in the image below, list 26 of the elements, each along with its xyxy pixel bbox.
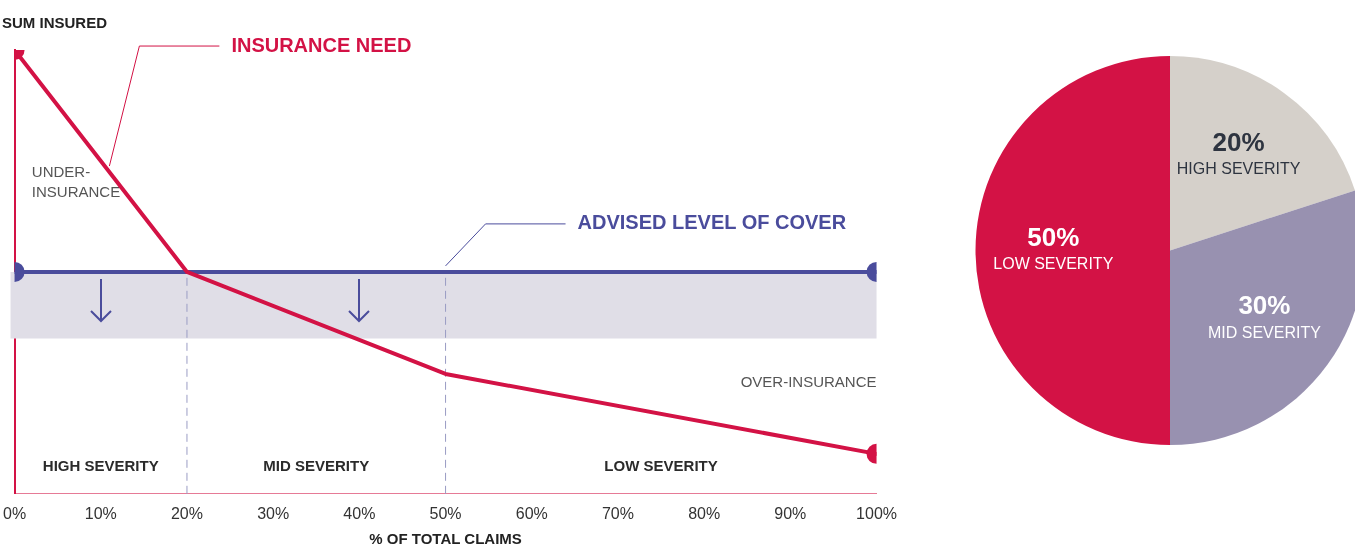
x-tick-label: 100% (856, 504, 897, 522)
y-axis-title: SUM INSURED (2, 13, 108, 31)
data-label: 30% (1238, 290, 1291, 321)
slice-label: MID SEVERITY (1207, 323, 1322, 341)
annotation: MID SEVERITY (263, 457, 370, 475)
x-tick-label: 90% (774, 504, 807, 522)
text: INSURANCE NEED (231, 33, 412, 56)
x-tick-label: 20% (170, 504, 203, 522)
x-tick-label: 70% (601, 504, 634, 522)
x-tick-label: 0% (3, 504, 27, 522)
annotation: LOW SEVERITY (604, 457, 718, 475)
x-axis-title: % OF TOTAL CLAIMS (369, 530, 522, 548)
x-tick-label: 40% (343, 504, 376, 522)
annotation: HIGH SEVERITY (42, 457, 159, 475)
annotation: OVER-INSURANCE (740, 372, 877, 390)
x-tick-label: 50% (429, 504, 462, 522)
series-label: ADVISED LEVEL OF COVER (577, 211, 847, 234)
data-label: 20% (1212, 127, 1265, 158)
x-tick-label: 10% (84, 504, 117, 522)
x-tick-label: 80% (688, 504, 721, 522)
slice-label: HIGH SEVERITY (1176, 160, 1301, 178)
annotation: UNDER-INSURANCE (31, 163, 121, 201)
x-tick-label: 60% (515, 504, 548, 522)
x-tick-label: 30% (257, 504, 290, 522)
data-label: 50% (1027, 221, 1080, 252)
slice-label: LOW SEVERITY (993, 254, 1114, 272)
